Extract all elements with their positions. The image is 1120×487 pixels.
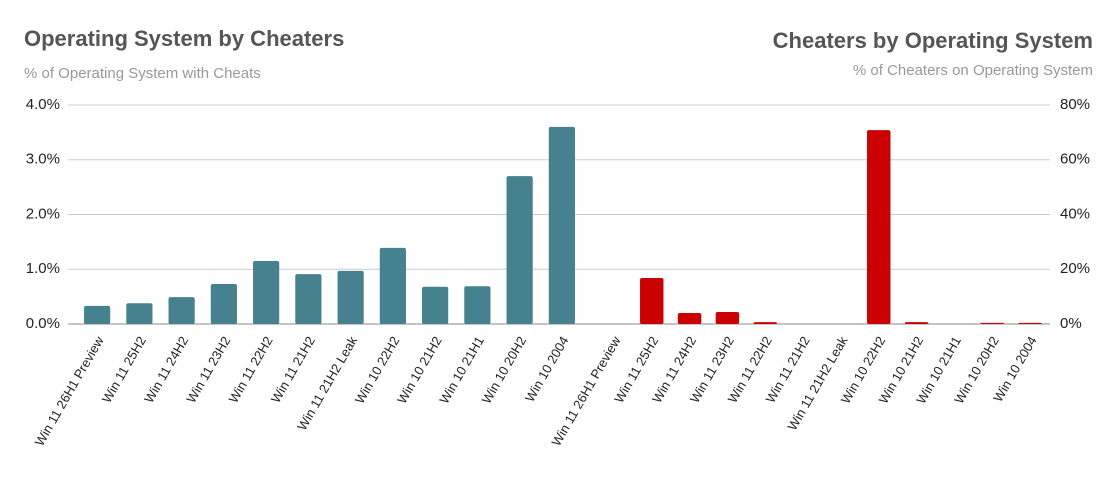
chart-title: Cheaters by Operating System (773, 28, 1093, 53)
chart-subtitle: % of Operating System with Cheats (24, 65, 261, 82)
x-tick-label: Win 10 20H2 (479, 334, 530, 407)
bar (168, 297, 195, 324)
bar (295, 274, 322, 324)
y-tick-label: 3.0% (26, 151, 60, 168)
bar (337, 270, 364, 324)
bar (126, 303, 153, 324)
bar (1018, 322, 1042, 324)
y-tick-label: 80% (1060, 96, 1090, 113)
bar (84, 305, 111, 324)
bar (506, 176, 533, 324)
bar (715, 311, 740, 324)
bar (210, 284, 237, 324)
bar (379, 247, 406, 324)
chart-title: Operating System by Cheaters (24, 26, 344, 51)
x-tick-label: Win 10 2004 (522, 334, 571, 405)
bar (422, 286, 449, 324)
bar (753, 322, 777, 324)
bar (677, 313, 702, 324)
x-tick-label: Win 11 22H2 (226, 334, 276, 406)
y-tick-label: 1.0% (26, 260, 60, 277)
bar (464, 286, 491, 324)
y-tick-label: 2.0% (26, 205, 60, 222)
bar (980, 322, 1004, 324)
bar (904, 322, 929, 324)
y-tick-label: 20% (1060, 260, 1090, 277)
x-tick-label: Win 10 22H2 (352, 334, 403, 407)
bar (253, 261, 280, 324)
x-tick-label: Win 11 24H2 (141, 334, 191, 406)
bar (867, 130, 891, 324)
y-tick-label: 0.0% (26, 315, 60, 332)
y-tick-label: 0% (1060, 315, 1082, 332)
chart-subtitle: % of Cheaters on Operating System (853, 62, 1093, 79)
y-tick-label: 40% (1060, 205, 1090, 222)
x-tick-label: Win 11 21H2 (268, 334, 318, 406)
x-tick-label: Win 10 21H2 (394, 334, 445, 407)
bar (548, 126, 575, 325)
bar (640, 278, 664, 324)
x-tick-label: Win 11 26H1 Preview (32, 333, 107, 448)
x-tick-label: Win 11 23H2 (183, 334, 233, 406)
x-tick-label: Win 11 25H2 (99, 334, 149, 406)
y-tick-label: 4.0% (26, 96, 60, 113)
x-tick-label: Win 10 21H1 (436, 334, 487, 407)
y-tick-label: 60% (1060, 151, 1090, 168)
